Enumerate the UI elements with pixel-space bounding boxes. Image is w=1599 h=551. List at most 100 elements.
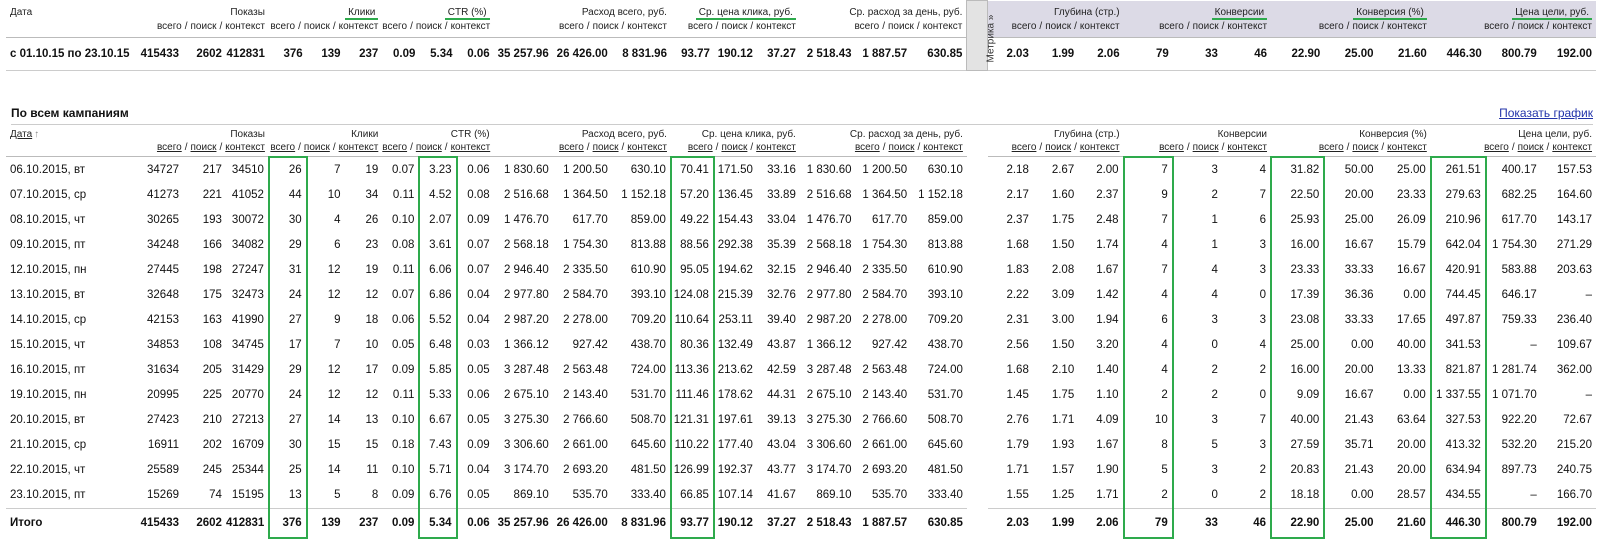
cell: 7 (1122, 207, 1174, 233)
cell: 225 (202, 389, 222, 401)
cell: 39.13 (767, 414, 796, 426)
cell: 9.09 (1270, 382, 1326, 408)
sub-label[interactable]: всего (270, 141, 296, 153)
sub-label[interactable]: контекст (627, 141, 667, 153)
cell: 4 (334, 214, 341, 226)
data-row: 19.10.2015, пн 20995 225 20770 24 12 12 0.11 5.3… (6, 382, 1596, 408)
cell: 109.67 (1556, 339, 1592, 351)
cell: 15 (365, 439, 379, 451)
metrika-tab[interactable]: Метрика » (966, 0, 997, 71)
sub-label[interactable]: поиск (888, 141, 915, 153)
sub-label[interactable]: контекст (1079, 141, 1120, 153)
cell: 237 (344, 507, 383, 538)
cell: 2 977.80 (806, 289, 852, 301)
sub-label[interactable]: всего (1484, 141, 1509, 153)
sub-label[interactable]: всего (687, 141, 713, 153)
gap-cell (967, 125, 988, 538)
group-title: CTR (%) (444, 6, 490, 20)
cell: 0.07 (392, 163, 415, 176)
sub-label[interactable]: всего (1318, 141, 1344, 153)
cell: 22.90 (1270, 507, 1326, 539)
cell: 27 (267, 307, 308, 333)
cell: 0.09 (467, 214, 490, 226)
cell: 88.56 (669, 232, 715, 258)
sub-label[interactable]: поиск (1045, 141, 1072, 153)
cell: 2 (1122, 382, 1174, 408)
cell: 5.34 (418, 507, 458, 539)
cell: 15.79 (1397, 239, 1426, 251)
cell: 2.03 (987, 37, 1033, 71)
sub-label: контекст (1552, 20, 1592, 32)
sub-label[interactable]: поиск (721, 141, 748, 153)
sub-label: контекст (922, 20, 963, 32)
date-cell: 15.10.2015, чт (10, 339, 86, 351)
sub-label[interactable]: всего (156, 141, 182, 153)
cell: 30072 (231, 214, 264, 226)
cell: 0.07 (467, 239, 490, 251)
cell: 333.40 (630, 489, 666, 501)
sub-label[interactable]: контекст (225, 141, 265, 153)
cell: 22.50 (1270, 182, 1326, 208)
cell: 178.62 (717, 389, 753, 401)
cell: 14 (327, 414, 341, 426)
cell: 682.25 (1501, 189, 1537, 201)
sub-label[interactable]: контекст (338, 141, 379, 153)
separator: / (1039, 141, 1043, 153)
sub-label[interactable]: поиск (190, 141, 217, 153)
sub-label[interactable]: контекст (923, 141, 963, 153)
cell: 210 (202, 414, 222, 426)
sub-label[interactable]: всего (854, 141, 880, 153)
sub-label[interactable]: контекст (1387, 141, 1427, 153)
cell: 0.06 (456, 507, 494, 538)
cell: 531.70 (927, 389, 963, 401)
cell: 376 (268, 37, 307, 71)
group-header: Клики (269, 1, 382, 21)
cell: 197.61 (717, 414, 753, 426)
cell: 72.67 (1563, 414, 1592, 426)
cell: 33.16 (767, 163, 796, 176)
sub-label[interactable]: контекст (1552, 141, 1592, 153)
sub-label[interactable]: всего (559, 141, 584, 153)
cell: 1 364.50 (862, 189, 908, 201)
cell: 2.76 (1006, 414, 1029, 426)
sub-label: всего (559, 20, 584, 32)
sub-label: всего (687, 20, 713, 32)
sub-label[interactable]: поиск (415, 141, 442, 153)
cell: 175 (202, 289, 222, 301)
cell: 376 (267, 507, 308, 539)
sub-label[interactable]: поиск (1352, 141, 1379, 153)
cell: 30 (267, 432, 308, 458)
cell: 3.00 (1051, 314, 1075, 326)
cell: 33 (1172, 37, 1222, 71)
cell: 24 (267, 282, 308, 308)
cell: 12 (365, 389, 379, 401)
sub-label[interactable]: контекст (450, 141, 491, 153)
sub-label[interactable]: всего (1011, 141, 1037, 153)
cell: 0.00 (1351, 339, 1374, 351)
sub-label[interactable]: поиск (1192, 141, 1219, 153)
separator: / (750, 141, 754, 153)
cell: 362.00 (1556, 364, 1592, 376)
show-chart-link[interactable]: Показать график (1499, 105, 1593, 120)
cell: 16.67 (1397, 264, 1426, 276)
cell: 74 (209, 489, 222, 501)
sub-label[interactable]: контекст (756, 141, 796, 153)
group-header: Ср. цена клика, руб. (701, 128, 796, 140)
separator: / (1221, 141, 1225, 153)
summary-table: Дата Показы Клики CTR (%) Расход всего, руб.… (6, 0, 1596, 71)
cell: 0 (1259, 389, 1267, 401)
cell: 821.87 (1429, 357, 1487, 383)
group-title: Глубина (стр.) (1054, 6, 1120, 18)
cell: 198 (202, 264, 222, 276)
date-sort-link[interactable]: Дата (10, 128, 33, 140)
cell: 41990 (231, 314, 264, 326)
sub-label[interactable]: всего (1159, 141, 1184, 153)
sub-label[interactable]: поиск (1517, 141, 1544, 153)
sub-label[interactable]: поиск (303, 141, 330, 153)
cell: 34727 (147, 163, 179, 176)
cell: 0.18 (392, 439, 415, 451)
sub-label[interactable]: поиск (592, 141, 619, 153)
sub-label[interactable]: контекст (1227, 141, 1268, 153)
sub-label[interactable]: всего (382, 141, 408, 153)
